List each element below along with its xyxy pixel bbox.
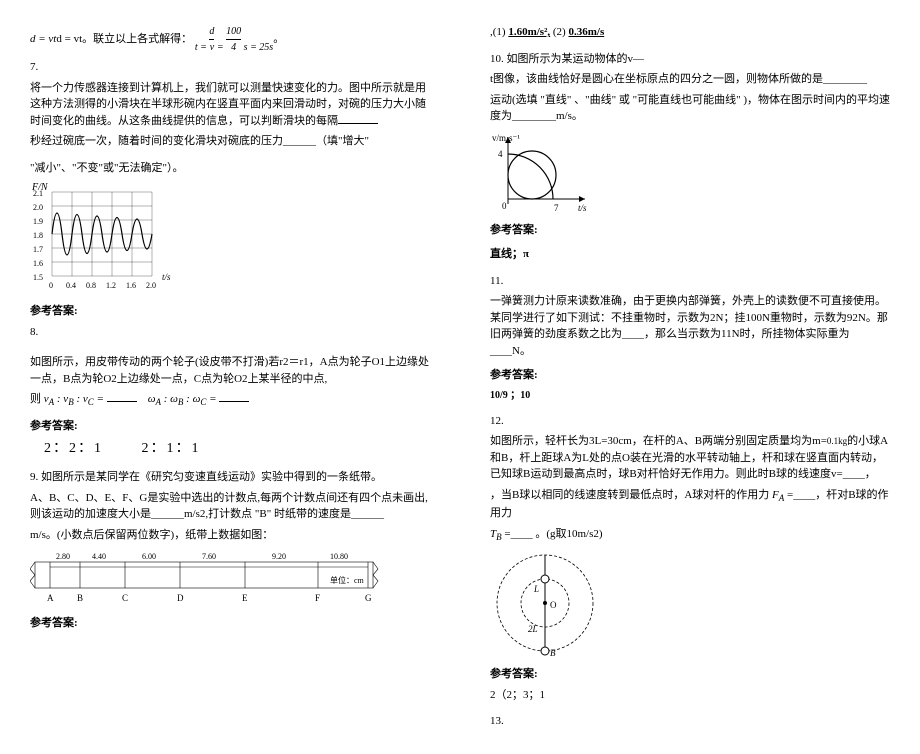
xtick: 2.0 [146,281,156,290]
q10-chart: v/m·s⁻¹ 4 7 t/s 0 [490,129,590,214]
q9-ans-prefix: ,(1) [490,26,508,38]
q10-xlabel: t/s [578,203,587,213]
eq-line: d = vtd = vt。联立以上各式解得： t = dv = 1004 s =… [30,24,430,55]
q8-answers: 2：2：1 2：1：1 [44,438,430,459]
q12-p1: 如图所示，轻杆长为3L=30cm，在杆的A、B两端分别固定质量均为m=0.1kg… [490,433,890,483]
q9-answer: ,(1) 1.60m/s², (2) 0.36m/s [490,24,890,41]
blank [338,113,378,124]
pt-B: B [77,593,83,603]
q8-v-ratio: vA : vB : vC = [44,393,137,405]
q9-p1: A、B、C、D、E、F、G是实验中选出的计数点,每两个计数点间还有四个点未画出,… [30,490,430,523]
q9-tape-diagram: 2.80 4.40 6.00 7.60 9.20 10.80 单位：cm A B… [30,547,380,607]
q9-p2: m/s。(小数点后保留两位数字)，纸带上数据如图： [30,527,430,544]
eq-t: t = dv = 1004 s = 25s [195,24,273,55]
q7-p1: 将一个力传感器连接到计算机上，我们就可以测量快速变化的力。图中所示就是用这种方法… [30,80,430,130]
ytick: 2.1 [33,189,43,198]
pt-C: C [122,593,128,603]
ref-answer-label: 参考答案: [30,303,430,320]
left-column: d = vtd = vt。联立以上各式解得： t = dv = 1004 s =… [30,20,430,734]
q10-p1: t图像，该曲线恰好是圆心在坐标原点的四分之一圆，则物体所做的是________ [490,71,890,88]
q11-ans: 10/9 ；10 [490,388,890,403]
q7-plot-area [52,192,152,276]
ytick: 1.5 [33,273,43,282]
ref-answer-label-5: 参考答案: [490,367,890,384]
ytick: 1.6 [33,259,43,268]
page-container: d = vtd = vt。联立以上各式解得： t = dv = 1004 s =… [30,20,890,734]
q10-title: 10. 如图所示为某运动物体的v— [490,51,890,68]
q12-p2a: ，当B球以相同的线速度转到最低点时，A球对杆的作用力 [490,489,769,501]
q8-ratios: 则 vA : vB : vC = ωA : ωB : ωC = [30,391,430,410]
q7-num: 7. [30,59,430,76]
q11-p1: 一弹簧测力计原来读数准确，由于更换内部弹簧，外壳上的读数便不可直接使用。某同学进… [490,293,890,359]
pt-E: E [242,593,248,603]
q11-num: 11. [490,273,890,290]
q7-chart: F/N 2.1 2.0 1.9 1.8 1.7 [30,180,190,295]
tape-v4: 9.20 [272,552,286,561]
q8-num: 8. [30,324,430,341]
pt-A: A [47,593,54,603]
right-column: ,(1) 1.60m/s², (2) 0.36m/s 10. 如图所示为某运动物… [490,20,890,734]
ref-answer-label-2: 参考答案: [30,418,430,435]
tape-v2: 6.00 [142,552,156,561]
tape-v5: 10.80 [330,552,348,561]
tape-v0: 2.80 [56,552,70,561]
q8-ans2: 2：1：1 [142,441,201,456]
q10-ylabel: v/m·s⁻¹ [492,133,520,143]
q12-fa: FA [772,489,784,501]
q12-fb: TB [490,528,502,540]
q9-ans-c: 0.36m/s [568,26,604,38]
q7-p2: 秒经过碗底一次，随着时间的变化滑块对碗底的压力______（填"增大" [30,133,430,150]
ref-answer-label-4: 参考答案: [490,222,890,239]
tape-v3: 7.60 [202,552,216,561]
label-O: O [550,600,557,610]
q12-mass: 0.1kg [827,436,847,446]
q9-title: 9. 如图所示是某同学在《研究匀变速直线运动》实验中得到的一条纸带。 [30,469,430,486]
ref-answer-label-3: 参考答案: [30,615,430,632]
q10-ans: 直线；π [490,246,890,263]
eq-d: d = vt [30,33,56,45]
q7-xlabel: t/s [162,272,171,282]
q8-ans1: 2：2：1 [44,441,103,456]
label-2L: 2L [528,624,538,634]
xtick: 0 [49,281,53,290]
tape-v1: 4.40 [92,552,106,561]
origin: 0 [502,201,507,211]
q10-xval: 7 [554,203,559,213]
q8-w-ratio: ωA : ωB : ωC = [148,393,250,405]
label-L: L [533,584,539,594]
q8-prefix: 则 [30,393,41,405]
q12-num: 12. [490,413,890,430]
q9-ans-b-prefix: (2) [553,26,569,38]
ref-answer-label-6: 参考答案: [490,666,890,683]
ytick: 1.8 [33,231,43,240]
q12-p1a: 如图所示，轻杆长为3L=30cm，在杆的A、B两端分别固定质量均为m= [490,435,827,447]
pt-G: G [365,593,372,603]
q8-p1: 如图所示，用皮带传动的两个轮子(设皮带不打滑)若r2＝r1，A点为轮子O1上边缘… [30,354,430,387]
q10-p2: 运动(选填 "直线" 、"曲线" 或 "可能直线也可能曲线" )，物体在图示时间… [490,92,890,125]
q13-num: 13. [490,713,890,730]
q10-yval: 4 [498,149,503,159]
q12-diagram: O L 2L B [490,548,600,658]
q7-p3: "减小"、"不变"或"无法确定"）。 [30,160,430,177]
xtick: 0.4 [66,281,76,290]
ytick: 1.7 [33,245,43,254]
pt-F: F [315,593,320,603]
ytick: 1.9 [33,217,43,226]
q12-p2c: =____ 。(g取10m/s2) [504,528,602,540]
xtick: 0.8 [86,281,96,290]
eq-text: d = vt。联立以上各式解得： [56,33,192,45]
pt-D: D [177,593,184,603]
q9-ans-a: 1.60m/s², [508,26,550,38]
ytick: 2.0 [33,203,43,212]
xtick: 1.6 [126,281,136,290]
q12-ans: 2（2；3；1 [490,687,890,704]
q12-p2: ，当B球以相同的线速度转到最低点时，A球对杆的作用力 FA =____，杆对B球… [490,487,890,522]
xtick: 1.2 [106,281,116,290]
label-B: B [550,648,556,658]
q9-p1-text: A、B、C、D、E、F、G是实验中选出的计数点,每两个计数点间还有四个点未画出,… [30,492,428,521]
q12-p3: TB =____ 。(g取10m/s2) [490,526,890,545]
tape-unit: 单位：cm [330,575,365,585]
